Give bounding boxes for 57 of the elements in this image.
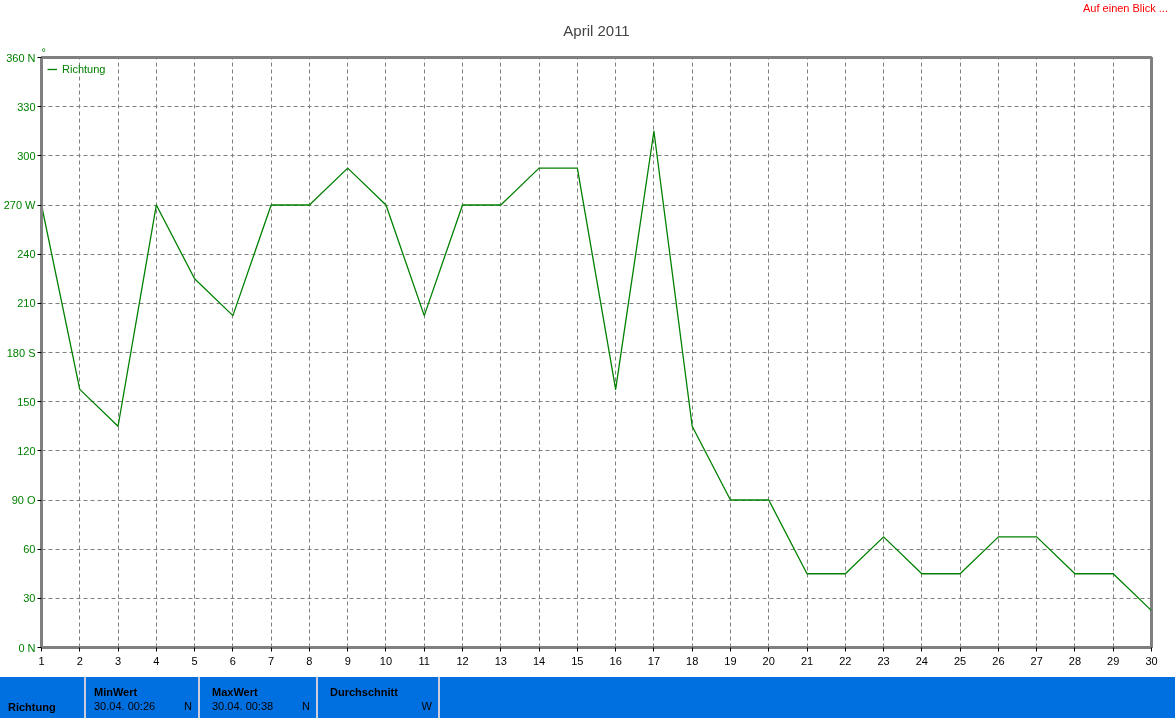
y-tick-label: 330 (17, 100, 36, 113)
legend-label: Richtung (62, 63, 106, 75)
x-tick-label: 19 (724, 654, 737, 667)
y-tick-label: 270 W (3, 199, 37, 211)
x-tick-label: 26 (992, 654, 1005, 667)
text: N (184, 699, 192, 714)
text: W (421, 699, 432, 714)
y-tick-label: 30 (23, 592, 36, 605)
x-tick-label: 14 (532, 654, 546, 667)
x-tick-label: 17 (647, 654, 661, 667)
x-tick-label: 30 (1145, 654, 1158, 667)
x-tick-label: 15 (571, 654, 584, 667)
y-tick-label: 180 S (6, 346, 36, 359)
text: Auf einen Blick ... (1082, 1, 1168, 16)
x-tick-label: 1 (38, 654, 45, 667)
x-tick-label: 13 (494, 654, 507, 667)
chart-title: April 2011 (563, 21, 630, 39)
y-tick-label: 0 N (18, 641, 36, 654)
text: Durchschnitt (330, 685, 398, 700)
x-tick-label: 9 (344, 654, 351, 667)
text: MaxWert (212, 685, 258, 700)
x-tick-label: 25 (954, 654, 967, 667)
x-tick-label: 11 (418, 654, 430, 667)
x-tick-label: 2 (76, 654, 83, 667)
y-tick-label: 300 (17, 149, 36, 162)
text: 30.04. 00:26 (94, 699, 156, 714)
y-tick-label: 210 (17, 297, 36, 310)
text: 30.04. 00:38 (212, 699, 274, 714)
y-tick-label: 90 O (11, 494, 36, 506)
text: N (302, 699, 310, 714)
x-tick-label: 21 (800, 654, 814, 667)
x-tick-label: 12 (456, 654, 469, 667)
x-tick-label: 5 (191, 654, 198, 667)
x-tick-label: 7 (268, 654, 275, 667)
y-tick-label: 360 N (6, 51, 36, 64)
y-axis-title: ° (41, 45, 46, 58)
x-tick-label: 29 (1107, 654, 1120, 667)
y-tick-label: 240 (17, 248, 36, 261)
x-tick-label: 23 (877, 654, 890, 667)
x-tick-label: 22 (839, 654, 852, 667)
x-tick-label: 10 (379, 654, 393, 667)
text: Richtung (8, 700, 56, 716)
x-tick-label: 8 (306, 654, 313, 667)
x-tick-label: 4 (153, 654, 160, 667)
x-tick-label: 6 (229, 654, 236, 667)
x-tick-label: 24 (915, 654, 928, 667)
y-tick-label: 120 (17, 444, 36, 457)
line-series (41, 130, 1152, 612)
x-tick-label: 28 (1068, 654, 1082, 667)
x-tick-label: 18 (686, 654, 699, 667)
y-tick-label: 150 (17, 395, 36, 408)
text: MinWert (94, 685, 138, 700)
y-tick-label: 60 (23, 543, 36, 556)
x-tick-label: 20 (762, 654, 775, 667)
x-tick-label: 3 (114, 654, 122, 667)
x-tick-label: 27 (1030, 654, 1043, 667)
x-tick-label: 16 (609, 654, 622, 667)
